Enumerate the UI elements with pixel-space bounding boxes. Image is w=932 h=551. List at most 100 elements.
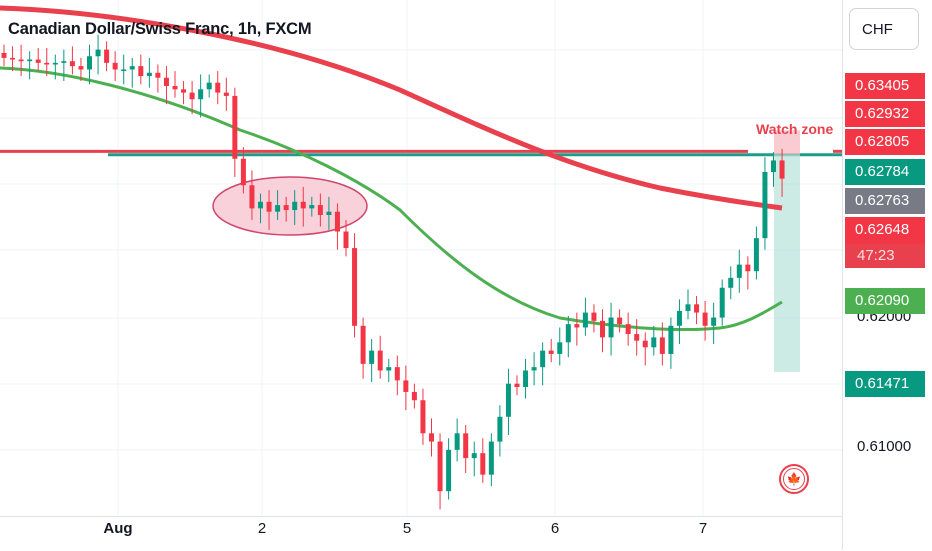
canada-flag-icon[interactable]: 🍁 <box>779 464 809 494</box>
candle-body <box>745 264 751 272</box>
candle-body <box>437 441 443 492</box>
candle-body <box>266 201 272 212</box>
candle-body <box>1 52 7 58</box>
consolidation-ellipse <box>212 176 368 236</box>
candle-body <box>411 391 417 401</box>
candle-body <box>394 367 400 381</box>
price-tick: 0.61000 <box>857 438 912 455</box>
candle-body <box>514 383 520 387</box>
candle-body <box>685 304 691 311</box>
candle-body <box>505 383 511 417</box>
price-label-ma-fast: 0.62090 <box>845 288 925 314</box>
candle-body <box>10 57 16 60</box>
candle-body <box>531 367 537 371</box>
candle-body <box>651 337 657 348</box>
candle-body <box>369 350 375 364</box>
ma-fast-line <box>0 66 783 332</box>
price-label-target: 0.61471 <box>845 371 925 397</box>
time-label: 6 <box>550 520 560 537</box>
candle-body <box>326 211 332 215</box>
candle-body <box>198 89 204 100</box>
bar-countdown: 47:23 <box>845 244 925 268</box>
candle-body <box>488 441 494 475</box>
candle-body <box>668 325 674 354</box>
candle-body <box>275 205 281 212</box>
candle-body <box>215 82 221 93</box>
short-position-tool <box>774 130 800 372</box>
time-label: 7 <box>698 520 708 537</box>
consolidation-zone <box>212 176 368 236</box>
take-profit-zone <box>774 154 800 372</box>
candle-body <box>377 350 383 371</box>
candle-body <box>574 324 580 328</box>
candle-body <box>634 334 640 341</box>
price-label-watch-zone: 0.62805 <box>845 129 925 155</box>
price-label-last: 0.62648 <box>845 217 925 244</box>
candle-body <box>608 317 614 338</box>
candle-body <box>736 264 742 278</box>
candle-body <box>548 350 554 354</box>
candle-body <box>18 59 24 62</box>
price-chart[interactable] <box>0 0 842 516</box>
candle-body <box>155 72 161 78</box>
candle-body <box>258 201 263 209</box>
candle-body <box>309 205 315 209</box>
chart-area[interactable]: Canadian Dollar/Swiss Franc, 1h, FXCM Wa… <box>0 0 842 516</box>
candle-body <box>317 205 323 215</box>
candle-body <box>189 92 195 100</box>
candle-body <box>565 324 571 343</box>
price-label-support: 0.62784 <box>845 159 925 185</box>
candle-body <box>44 62 50 65</box>
candle-body <box>129 66 135 70</box>
candle-body <box>471 453 477 459</box>
candle-body <box>121 69 127 71</box>
time-label: 2 <box>257 520 267 537</box>
stop-loss-zone <box>774 130 800 155</box>
candle-body <box>181 89 187 93</box>
candle-body <box>206 82 212 90</box>
time-axis[interactable] <box>0 516 842 551</box>
candle-body <box>146 72 152 77</box>
candle-body <box>240 158 246 186</box>
candle-body <box>676 310 682 326</box>
candle-body <box>617 317 623 325</box>
candle-body <box>454 433 460 450</box>
candle-body <box>283 205 289 211</box>
candle-body <box>582 312 588 328</box>
candle-body <box>300 201 306 209</box>
candle-body <box>557 342 563 354</box>
candle-body <box>420 400 426 434</box>
candle-body <box>172 86 178 90</box>
candle-body <box>625 324 631 335</box>
candle-body <box>360 325 366 364</box>
candle-body <box>446 449 452 492</box>
candle-body <box>87 56 92 70</box>
price-label-stop: 0.62932 <box>845 101 925 127</box>
candle-body <box>463 433 469 459</box>
candle-body <box>497 416 503 442</box>
candlesticks <box>1 34 785 510</box>
candle-body <box>642 340 648 348</box>
currency-button[interactable]: CHF <box>849 8 919 50</box>
candle-body <box>659 337 665 354</box>
grid-lines <box>0 0 842 516</box>
candle-body <box>523 370 529 387</box>
ma-slow-line <box>0 5 783 211</box>
candle-body <box>163 77 169 86</box>
moving-averages <box>0 5 783 332</box>
candle-body <box>600 320 605 338</box>
candle-body <box>78 66 84 70</box>
candle-body <box>35 59 41 63</box>
candle-body <box>249 185 255 209</box>
horizontal-levels <box>0 149 842 157</box>
candle-body <box>223 92 229 96</box>
candle-body <box>762 172 768 239</box>
candle-body <box>61 61 67 63</box>
candle-body <box>27 59 33 62</box>
watch-zone-label: Watch zone <box>756 121 834 137</box>
candle-body <box>753 238 759 272</box>
candle-body <box>771 160 776 172</box>
candle-body <box>352 248 358 326</box>
candle-body <box>343 231 349 249</box>
candle-body <box>112 62 118 70</box>
